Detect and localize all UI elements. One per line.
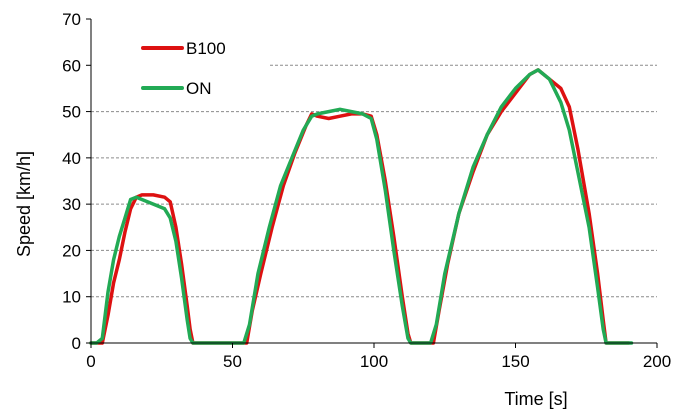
legend: B100 ON: [141, 39, 226, 98]
x-tick-label: 150: [501, 352, 529, 371]
y-tick-label: 50: [62, 103, 81, 122]
series-lines: [89, 68, 634, 345]
y-tick-label: 0: [72, 334, 81, 353]
y-tick-label: 70: [62, 10, 81, 29]
y-axis-label: Speed [km/h]: [14, 151, 34, 257]
y-tick-labels: 0 10 20 30 40 50 60 70: [62, 10, 91, 353]
x-tick-label: 200: [643, 352, 671, 371]
x-tick-label: 50: [223, 352, 242, 371]
x-axis-label: Time [s]: [504, 389, 567, 409]
series-line-b100: [89, 68, 631, 345]
y-tick-label: 20: [62, 241, 81, 260]
axes: [90, 19, 657, 344]
legend-label-b100: B100: [186, 39, 226, 58]
gridlines: [91, 64, 657, 298]
y-tick-label: 10: [62, 288, 81, 307]
x-tick-label: 0: [86, 352, 95, 371]
series-line-on: [89, 68, 634, 345]
legend-label-on: ON: [186, 79, 212, 98]
y-tick-label: 40: [62, 149, 81, 168]
y-tick-label: 60: [62, 56, 81, 75]
x-tick-label: 100: [360, 352, 388, 371]
y-tick-label: 30: [62, 195, 81, 214]
x-tick-labels: 0 50 100 150 200: [86, 343, 671, 371]
